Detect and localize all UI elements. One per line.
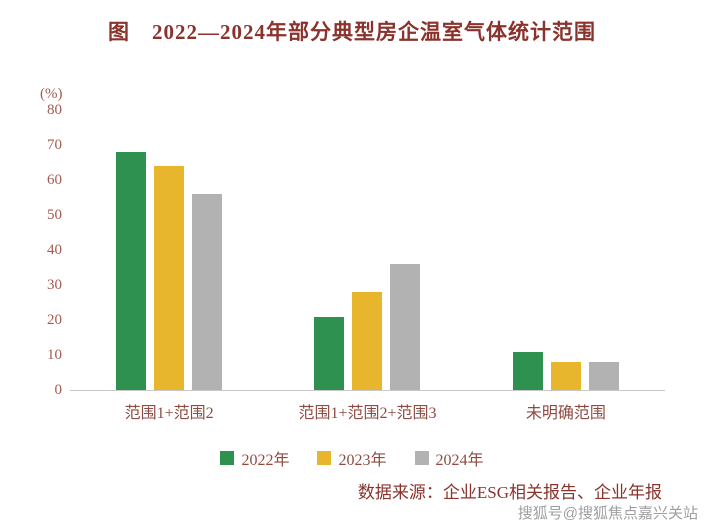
bar-2022年 (314, 316, 345, 390)
bar-2024年 (390, 264, 421, 390)
legend-item: 2022年 (220, 446, 289, 470)
watermark: 搜狐号@搜狐焦点嘉兴关站 (517, 505, 698, 522)
y-tick-label: 60 (47, 172, 62, 188)
bar-group (314, 264, 421, 390)
legend-swatch (317, 451, 332, 465)
legend: 2022年 2023年 2024年 (0, 446, 704, 470)
x-axis-labels: 范围1+范围2 范围1+范围2+范围3 未明确范围 (70, 399, 665, 423)
category-label: 范围1+范围2+范围3 (298, 405, 437, 422)
bar-2023年 (154, 166, 185, 390)
category-label: 未明确范围 (525, 405, 606, 422)
y-tick-label: 30 (47, 277, 62, 293)
bar-2024年 (192, 194, 223, 390)
chart-title: 图 2022—2024年部分典型房企温室气体统计范围 (108, 20, 596, 44)
legend-item: 2024年 (414, 446, 484, 470)
y-axis: 80 70 60 50 40 30 20 10 0 (26, 102, 62, 398)
bar-2022年 (116, 152, 147, 390)
y-tick-label: 80 (47, 102, 62, 118)
y-tick-label: 50 (47, 207, 62, 223)
legend-item: 2023年 (317, 446, 387, 470)
y-axis-unit-label: (%) (40, 86, 63, 102)
y-tick-label: 70 (47, 137, 62, 153)
legend-swatch (414, 451, 429, 465)
y-tick-label: 0 (54, 382, 63, 398)
legend-swatch (220, 451, 235, 465)
bar-group (512, 351, 619, 390)
bar-2022年 (512, 351, 543, 390)
bar-2023年 (550, 362, 581, 390)
bar-2023年 (352, 292, 383, 390)
legend-label: 2024年 (435, 452, 484, 469)
legend-label: 2022年 (241, 452, 290, 469)
y-tick-label: 20 (47, 312, 62, 328)
source-text: 数据来源：企业ESG相关报告、企业年报 (357, 483, 662, 502)
bar-group (116, 152, 223, 390)
y-tick-label: 40 (47, 242, 62, 258)
legend-label: 2023年 (338, 452, 387, 469)
bar-2024年 (588, 362, 619, 390)
category-label: 范围1+范围2 (124, 405, 214, 422)
plot-area (70, 110, 665, 391)
y-tick-label: 10 (47, 347, 62, 363)
